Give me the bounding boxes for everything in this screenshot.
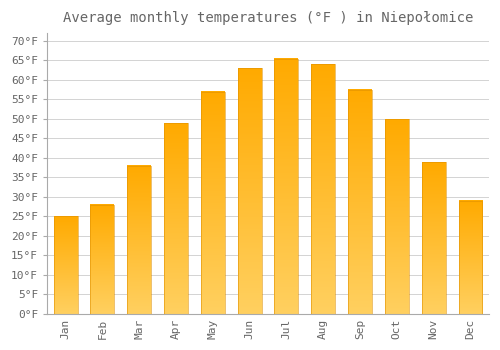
Bar	[458, 201, 482, 314]
Bar	[385, 119, 409, 314]
Bar	[312, 64, 335, 314]
Bar	[348, 90, 372, 314]
Bar	[422, 162, 446, 314]
Title: Average monthly temperatures (°F ) in Niepołomice: Average monthly temperatures (°F ) in Ni…	[63, 11, 473, 25]
Bar	[238, 68, 262, 314]
Bar	[54, 216, 78, 314]
Bar	[201, 92, 225, 314]
Bar	[164, 123, 188, 314]
Bar	[127, 166, 151, 314]
Bar	[274, 58, 298, 314]
Bar	[90, 205, 114, 314]
